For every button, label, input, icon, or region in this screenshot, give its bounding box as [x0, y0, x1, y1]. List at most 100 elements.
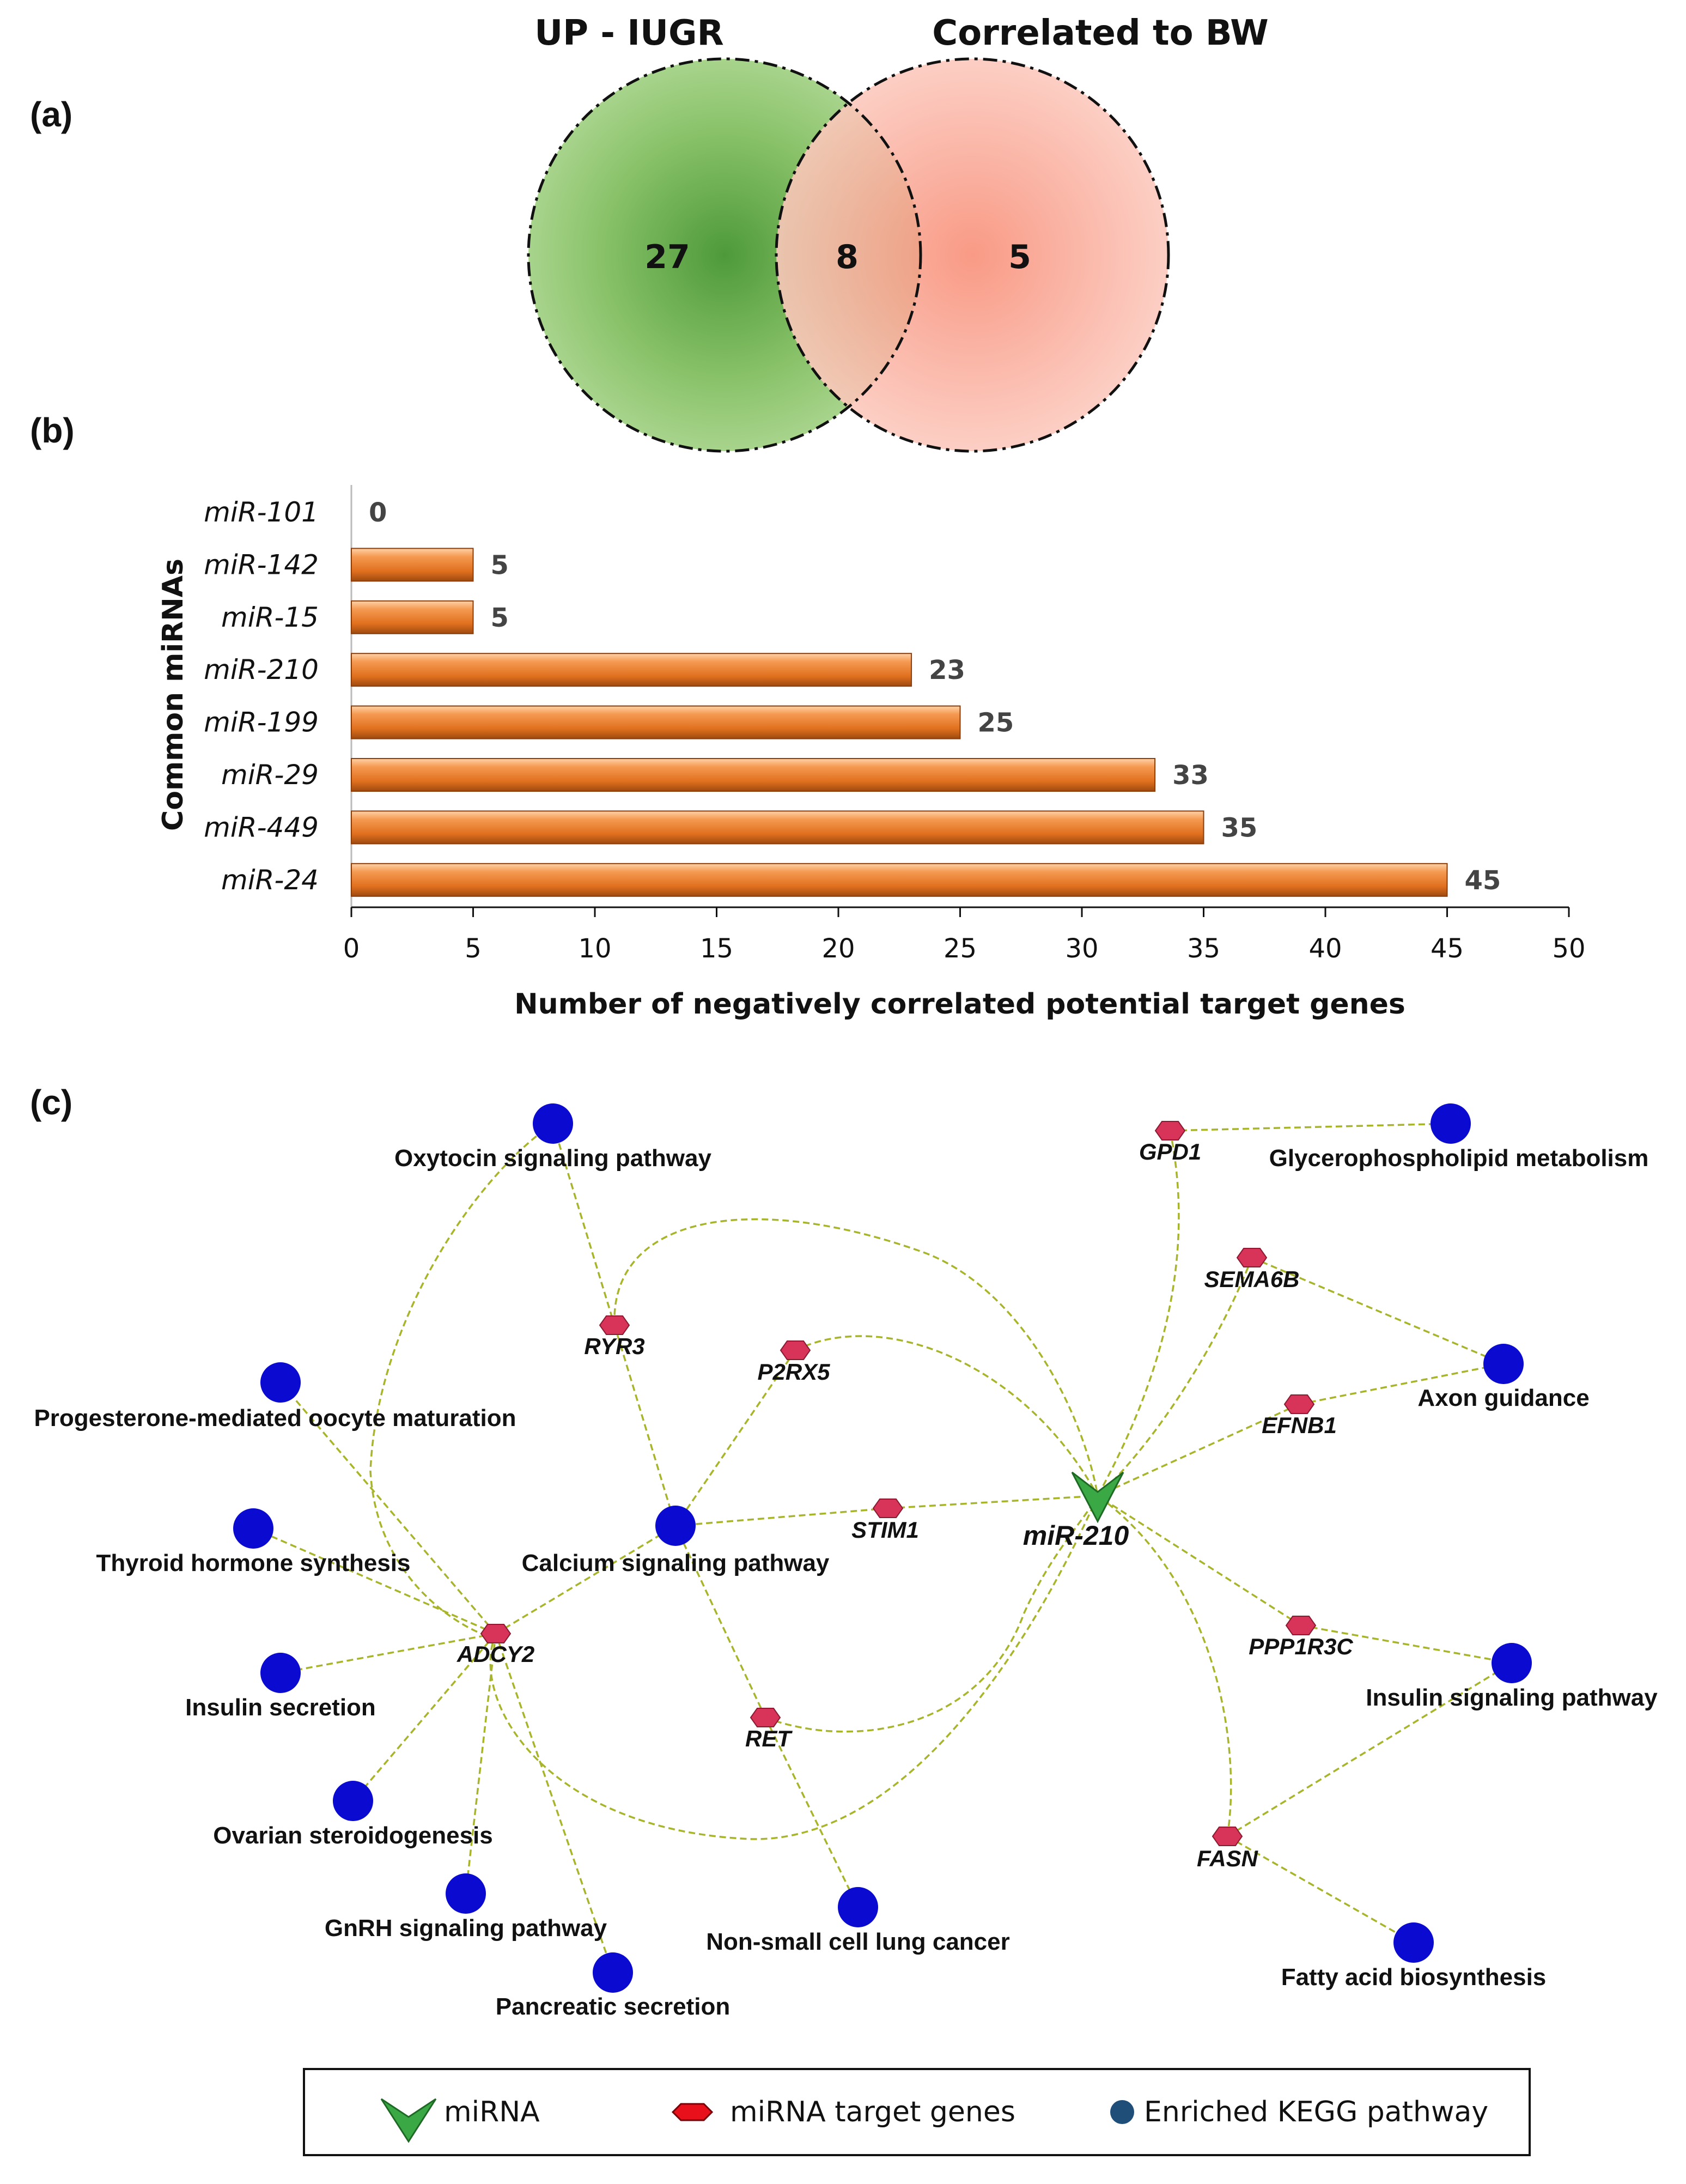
- panel-label-a: (a): [30, 95, 72, 134]
- x-axis-title: Number of negatively correlated potentia…: [514, 988, 1405, 1021]
- pathway-label-ovarian: Ovarian steroidogenesis: [213, 1822, 493, 1849]
- pathway-node-gnrh: [446, 1873, 486, 1914]
- gene-label: GPD1: [1139, 1139, 1201, 1164]
- pathway-label-fatty-acid: Fatty acid biosynthesis: [1281, 1964, 1547, 1991]
- venn-count-overlap: 8: [836, 238, 859, 276]
- network-nodes: Oxytocin signaling pathway Glycerophosph…: [34, 1103, 1658, 2020]
- gene-label: EFNB1: [1262, 1412, 1337, 1438]
- pathway-label-progesterone: Progesterone-mediated oocyte maturation: [34, 1405, 516, 1431]
- pathway-node-ovarian: [333, 1781, 373, 1821]
- panel-label-b: (b): [30, 411, 75, 450]
- pathway-label-gnrh: GnRH signaling pathway: [325, 1915, 607, 1942]
- category-label: miR-101: [204, 496, 319, 528]
- category-label: miR-15: [221, 602, 319, 633]
- value-label: 5: [491, 603, 509, 633]
- pathway-label-nsclc: Non-small cell lung cancer: [706, 1928, 1010, 1955]
- x-tick-label: 5: [465, 933, 482, 964]
- value-label: 45: [1465, 865, 1501, 896]
- pathway-label-oxytocin: Oxytocin signaling pathway: [394, 1145, 711, 1172]
- x-tick-label: 15: [700, 933, 733, 964]
- category-label: miR-449: [204, 811, 319, 843]
- bar: [351, 548, 474, 582]
- x-tick-label: 50: [1552, 933, 1585, 964]
- gene-label: ADCY2: [457, 1641, 534, 1667]
- value-label: 5: [491, 550, 509, 580]
- bar: [351, 600, 474, 634]
- pathway-node-insulin-signaling: [1492, 1643, 1532, 1683]
- venn-count-bw-only: 5: [1008, 238, 1031, 276]
- category-label: miR-29: [221, 759, 319, 791]
- bar: [351, 758, 1156, 792]
- pathway-label-pancreatic: Pancreatic secretion: [496, 1993, 730, 2020]
- legend-pathway-label: Enriched KEGG pathway: [1144, 2096, 1488, 2128]
- x-tick-label: 25: [944, 933, 977, 964]
- gene-label: P2RX5: [757, 1359, 830, 1385]
- gene-label: RET: [745, 1726, 793, 1751]
- pathway-node-fatty-acid: [1393, 1922, 1434, 1963]
- pathway-label-insulin-signaling: Insulin signaling pathway: [1366, 1684, 1658, 1711]
- pathway-node-insulin-secretion: [260, 1653, 301, 1693]
- legend-gene-label: miRNA target genes: [730, 2096, 1015, 2128]
- bar: [351, 653, 912, 687]
- pathway-label-axon-guidance: Axon guidance: [1417, 1385, 1589, 1411]
- pathway-label-insulin-secretion: Insulin secretion: [185, 1694, 376, 1721]
- value-label: 25: [978, 708, 1014, 738]
- legend: miRNA miRNA target genes Enriched KEGG p…: [303, 2068, 1531, 2156]
- mirna-node-mir-210: [1071, 1471, 1124, 1524]
- gene-label: RYR3: [584, 1333, 644, 1359]
- venn-diagram: UP - IUGR Correlated to BW 27 8 5: [527, 13, 1269, 453]
- value-label: 35: [1221, 812, 1258, 843]
- pathway-node-pancreatic: [593, 1952, 633, 1993]
- gene-node: [1212, 1827, 1243, 1846]
- gene-node: [872, 1499, 904, 1518]
- gene-label: PPP1R3C: [1249, 1634, 1353, 1659]
- gene-label: FASN: [1197, 1846, 1259, 1871]
- x-tick-label: 0: [343, 933, 360, 964]
- pathway-node-oxytocin: [533, 1103, 573, 1144]
- legend-mirna-icon: [380, 2098, 437, 2143]
- x-tick-label: 45: [1431, 933, 1464, 964]
- y-axis-title: Common miRNAs: [157, 559, 190, 831]
- legend-box: [303, 2068, 1531, 2156]
- mirna-label-mir-210: miR-210: [1023, 1520, 1129, 1551]
- x-tick-label: 40: [1308, 933, 1342, 964]
- gene-node: [599, 1315, 630, 1335]
- gene-label: SEMA6B: [1204, 1266, 1299, 1292]
- venn-count-up-only: 27: [644, 238, 690, 276]
- legend-gene-icon: [671, 2103, 714, 2121]
- gene-node: [1283, 1394, 1315, 1414]
- bar: [351, 705, 961, 739]
- pathway-node-nsclc: [838, 1887, 878, 1927]
- pathway-label-glycerophospholipid: Glycerophospholipid metabolism: [1269, 1145, 1649, 1172]
- pathway-node-glycerophospholipid: [1431, 1103, 1471, 1144]
- gene-node: [1285, 1616, 1317, 1635]
- gene-node: [480, 1624, 512, 1643]
- x-tick-label: 20: [821, 933, 855, 964]
- gene-label: STIM1: [851, 1517, 919, 1543]
- legend-mirna-label: miRNA: [444, 2096, 540, 2128]
- category-label: miR-199: [204, 707, 319, 738]
- value-label: 23: [929, 655, 965, 685]
- pathway-label-calcium: Calcium signaling pathway: [522, 1550, 830, 1576]
- category-label: miR-210: [204, 654, 319, 685]
- bar: [351, 863, 1448, 897]
- gene-node: [780, 1340, 811, 1360]
- pathway-node-thyroid: [233, 1508, 273, 1549]
- x-tick-label: 35: [1187, 933, 1220, 964]
- pathway-node-calcium: [655, 1506, 696, 1546]
- gene-node: [1236, 1248, 1268, 1267]
- category-label: miR-142: [204, 549, 319, 580]
- network-edges: [253, 1123, 1512, 1973]
- bar: [351, 810, 1204, 845]
- x-tick-label: 30: [1065, 933, 1098, 964]
- pathway-node-progesterone: [260, 1362, 301, 1403]
- category-label: miR-24: [221, 864, 319, 896]
- pathway-label-thyroid: Thyroid hormone synthesis: [96, 1550, 411, 1576]
- value-label: 33: [1172, 760, 1209, 791]
- venn-title-up-iugr: UP - IUGR: [534, 13, 724, 53]
- panel-label-c: (c): [30, 1083, 72, 1122]
- pathway-node-axon-guidance: [1483, 1344, 1524, 1384]
- gene-node: [750, 1708, 781, 1727]
- value-label: 0: [369, 498, 387, 528]
- gene-node: [1154, 1121, 1186, 1140]
